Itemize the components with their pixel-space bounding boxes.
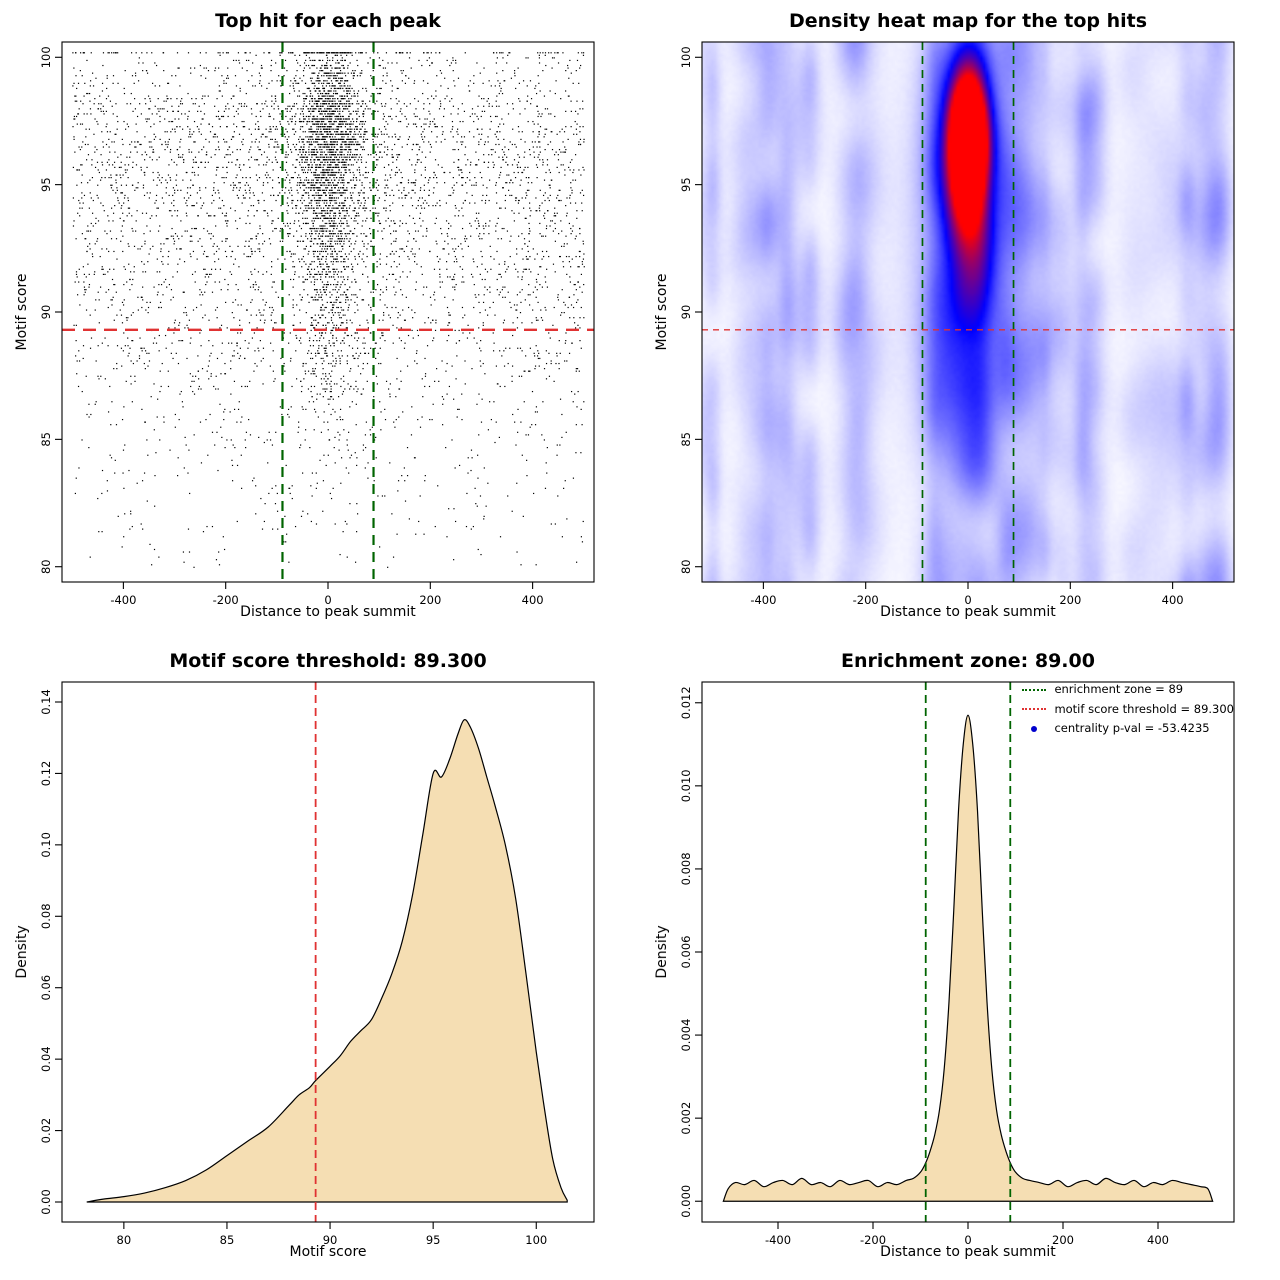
y-axis-label-heatmap: Motif score [654, 273, 670, 351]
panel-top-hit-scatter: Top hit for each peak Distance to peak s… [0, 0, 640, 640]
x-axis-label-score-density: Motif score [289, 1244, 367, 1260]
enrichment-plot-canvas [640, 640, 1280, 1280]
x-axis-label-enrichment: Distance to peak summit [880, 1244, 1056, 1260]
panel-score-density: Motif score threshold: 89.300 Motif scor… [0, 640, 640, 1280]
legend: enrichment zone = 89 motif score thresho… [1022, 682, 1234, 737]
scatter-plot-canvas [0, 0, 640, 640]
legend-item-threshold: motif score threshold = 89.300 [1022, 702, 1234, 718]
plot-title-score-density: Motif score threshold: 89.300 [169, 650, 487, 672]
x-axis-label-scatter: Distance to peak summit [240, 604, 416, 620]
y-axis-label-scatter: Motif score [14, 273, 30, 351]
blue-point-icon [1031, 725, 1038, 732]
legend-label-threshold: motif score threshold = 89.300 [1054, 701, 1234, 716]
green-dotted-line-icon [1022, 688, 1047, 691]
legend-item-centrality: centrality p-val = -53.4235 [1022, 721, 1234, 737]
panel-enrichment-zone: Enrichment zone: 89.00 Distance to peak … [640, 640, 1280, 1280]
plot-title-heatmap: Density heat map for the top hits [788, 10, 1148, 32]
heatmap-plot-canvas [640, 0, 1280, 640]
plot-title-scatter: Top hit for each peak [215, 10, 441, 32]
score-density-plot-canvas [0, 640, 640, 1280]
legend-item-enrichment-zone: enrichment zone = 89 [1022, 682, 1234, 698]
legend-label-centrality: centrality p-val = -53.4235 [1054, 721, 1210, 736]
plot-title-enrichment: Enrichment zone: 89.00 [841, 650, 1095, 672]
y-axis-label-score-density: Density [14, 925, 30, 979]
y-axis-label-enrichment: Density [654, 925, 670, 979]
red-dotted-line-icon [1022, 708, 1047, 711]
legend-label-enrichment-zone: enrichment zone = 89 [1054, 682, 1184, 696]
panel-density-heatmap: Density heat map for the top hits Distan… [640, 0, 1280, 640]
x-axis-label-heatmap: Distance to peak summit [880, 604, 1056, 620]
